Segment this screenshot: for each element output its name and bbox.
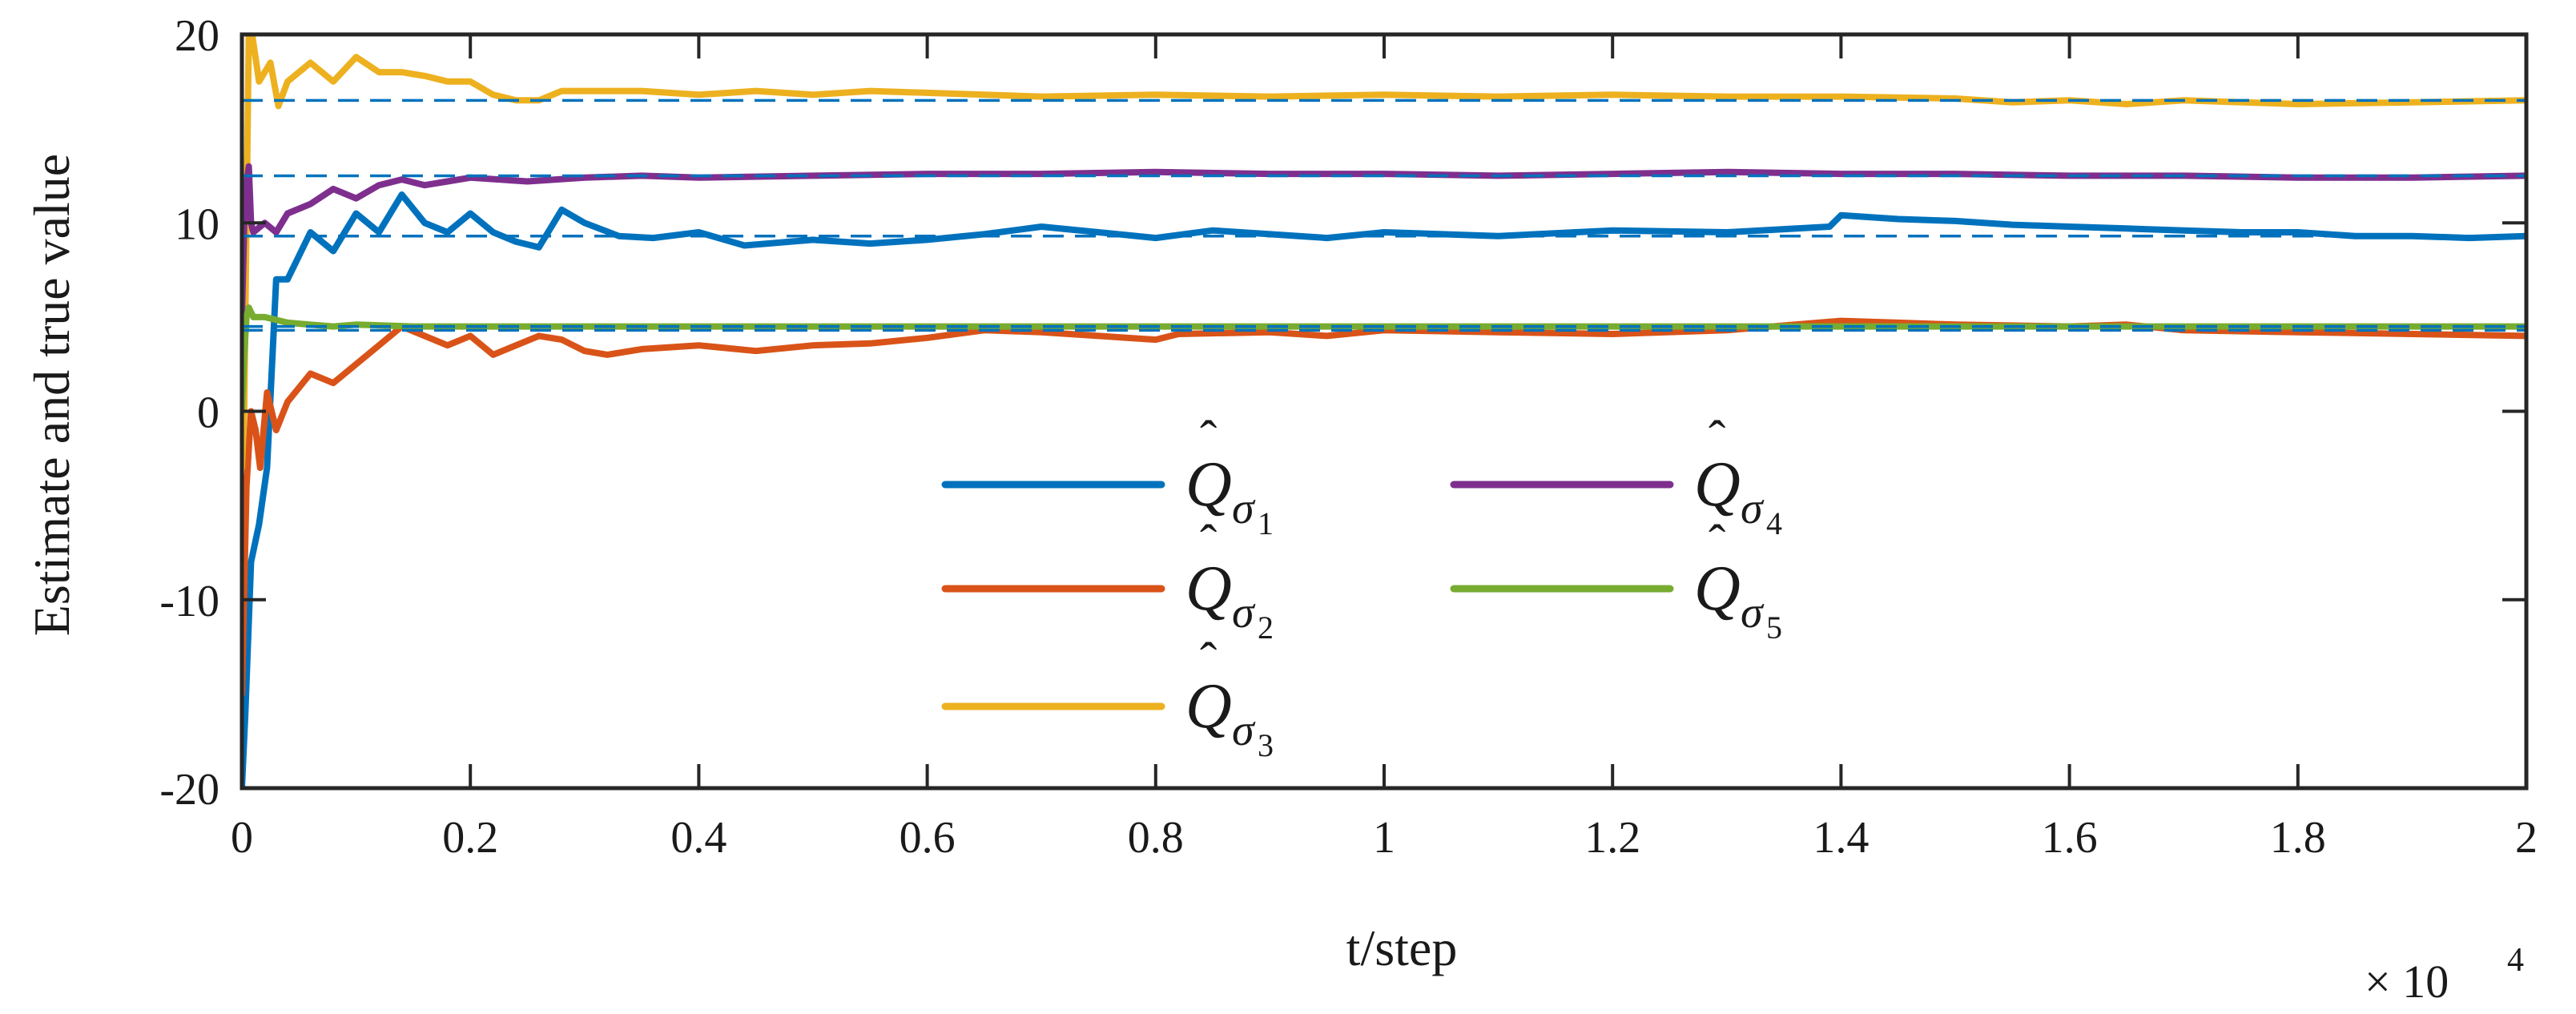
legend-subscript-2: σ — [1232, 588, 1256, 638]
legend-hat-5: ˆ — [1709, 514, 1725, 571]
legend-item-5: Qˆσ 5 — [1450, 514, 1782, 646]
legend-index-4: 4 — [1766, 505, 1782, 541]
legend-index-3: 3 — [1258, 727, 1274, 763]
legend-index-1: 1 — [1258, 505, 1274, 541]
x-tick-label: 2 — [2515, 813, 2538, 863]
axes-group: 0 0.2 0.4 0.6 0.8 1 1.2 1.4 1.6 1.8 2 -20 -10 0 10 20 — [159, 11, 2538, 863]
x-axis-multiplier: × 10 4 — [2365, 942, 2524, 1008]
plot-frame — [239, 32, 2529, 791]
x-tick-label: 1.2 — [1584, 813, 1640, 863]
legend-item-4: Qˆσ 4 — [1450, 410, 1782, 541]
legend-symbol-5: Q — [1694, 553, 1741, 624]
legend-index-5: 5 — [1766, 610, 1782, 646]
legend-symbol-4: Q — [1694, 449, 1741, 520]
legend-subscript-5: σ — [1741, 588, 1765, 638]
x-tick-label: 0.4 — [670, 813, 727, 863]
y-tick-label: 10 — [175, 199, 219, 249]
legend-subscript-1: σ — [1232, 484, 1256, 533]
series-line-2 — [242, 317, 2526, 698]
y-tick-label: -10 — [159, 577, 219, 626]
y-tick-label: 0 — [197, 388, 219, 438]
series-line-5 — [242, 304, 2526, 415]
x-axis-label: t/step — [1346, 919, 1458, 976]
legend-hat-4: ˆ — [1709, 410, 1725, 467]
legend-hat-1: ˆ — [1200, 410, 1217, 467]
legend-item-1: Qˆσ 1 — [941, 410, 1274, 541]
x-tick-label: 0 — [231, 813, 253, 863]
x-tick-label: 1.6 — [2042, 813, 2098, 863]
legend-hat-2: ˆ — [1200, 514, 1217, 571]
series-group — [242, 34, 2526, 788]
y-tick-label: -20 — [159, 765, 219, 815]
legend-symbol-3: Q — [1185, 671, 1232, 742]
x-tick-label: 0.8 — [1128, 813, 1184, 863]
legend-symbol-1: Q — [1185, 449, 1232, 520]
legend-item-2: Qˆσ 2 — [941, 514, 1274, 646]
legend-subscript-3: σ — [1232, 706, 1256, 755]
legend-subscript-4: σ — [1741, 484, 1765, 533]
series-line-1 — [242, 191, 2526, 788]
series-line-3 — [242, 34, 2526, 472]
x-tick-label: 1.4 — [1813, 813, 1869, 863]
legend-item-3: Qˆσ 3 — [941, 632, 1274, 763]
x-tick-label: 1 — [1373, 813, 1395, 863]
x-multiplier-exponent: 4 — [2507, 942, 2524, 979]
true-value-group — [242, 99, 2526, 332]
legend-hat-3: ˆ — [1200, 632, 1217, 689]
y-axis-label: Estimate and true value — [23, 154, 80, 636]
x-tick-label: 1.8 — [2270, 813, 2326, 863]
series-line-4 — [242, 163, 2526, 320]
y-tick-label: 20 — [175, 11, 219, 61]
legend-index-2: 2 — [1258, 610, 1274, 646]
x-multiplier-base: × 10 — [2365, 956, 2449, 1008]
x-tick-label: 0.2 — [442, 813, 498, 863]
x-tick-label: 0.6 — [900, 813, 956, 863]
legend-symbol-2: Q — [1185, 553, 1232, 624]
